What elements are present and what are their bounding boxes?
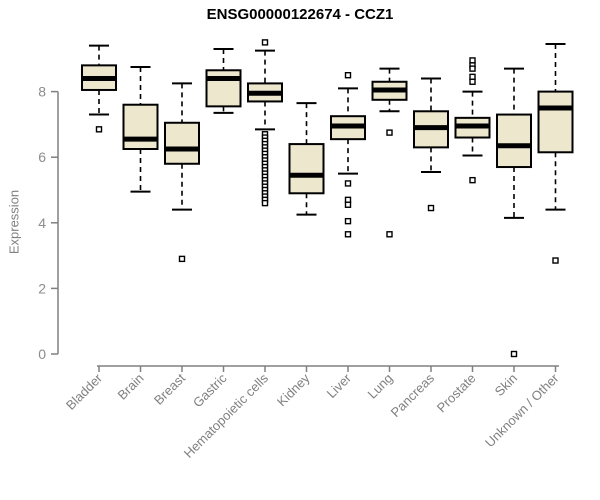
y-tick-label: 4: [38, 215, 46, 231]
box-unknown-other: [537, 43, 574, 264]
box-hematopoietic-cells: [247, 39, 283, 207]
y-tick-label: 2: [38, 280, 46, 296]
x-category-label-brain: Brain: [115, 371, 147, 403]
x-category-label-skin: Skin: [492, 371, 520, 399]
outlier-point: [178, 255, 186, 263]
box-pancreas: [413, 77, 449, 212]
outlier-point: [344, 217, 352, 225]
outlier-point: [344, 231, 352, 238]
iqr-box: [164, 121, 200, 165]
iqr-box: [122, 103, 159, 150]
outlier-point: [469, 176, 476, 184]
y-tick-label: 6: [38, 149, 46, 165]
y-tick-label: 8: [38, 84, 46, 100]
iqr-box: [496, 113, 532, 169]
outlier-point: [386, 231, 393, 238]
outlier-point: [261, 199, 269, 207]
iqr-box: [537, 90, 574, 154]
outlier-point: [344, 71, 352, 79]
x-category-label-unknown-other: Unknown / Other: [482, 370, 562, 450]
chart-title: ENSG00000122674 - CCZ1: [206, 6, 394, 23]
box-brain: [122, 66, 159, 193]
x-category-label-lung: Lung: [365, 371, 396, 402]
box-gastric: [205, 47, 242, 114]
x-category-label-bladder: Bladder: [63, 370, 106, 413]
x-category-label-kidney: Kidney: [274, 370, 313, 409]
outlier-point: [344, 201, 352, 208]
iqr-box: [288, 143, 325, 195]
outlier-point: [469, 78, 476, 85]
box-breast: [164, 82, 200, 263]
outlier-point: [427, 204, 435, 212]
outlier-point: [510, 350, 518, 358]
x-category-label-breast: Breast: [151, 370, 188, 407]
y-tick-label: 0: [38, 346, 46, 362]
box-lung: [371, 67, 408, 238]
outlier-point: [344, 180, 352, 187]
iqr-box: [205, 69, 242, 108]
box-bladder: [81, 44, 117, 133]
x-category-label-prostate: Prostate: [434, 371, 479, 416]
x-category-label-liver: Liver: [324, 370, 355, 401]
box-kidney: [288, 102, 325, 216]
outlier-point: [261, 39, 269, 46]
outlier-point: [552, 257, 559, 264]
outlier-point: [469, 65, 476, 72]
x-category-label-gastric: Gastric: [190, 370, 230, 410]
outlier-point: [95, 126, 103, 133]
box-skin: [496, 67, 532, 358]
box-prostate: [454, 57, 491, 184]
outlier-point: [386, 129, 393, 136]
x-category-label-pancreas: Pancreas: [388, 370, 438, 420]
box-liver: [330, 71, 366, 238]
